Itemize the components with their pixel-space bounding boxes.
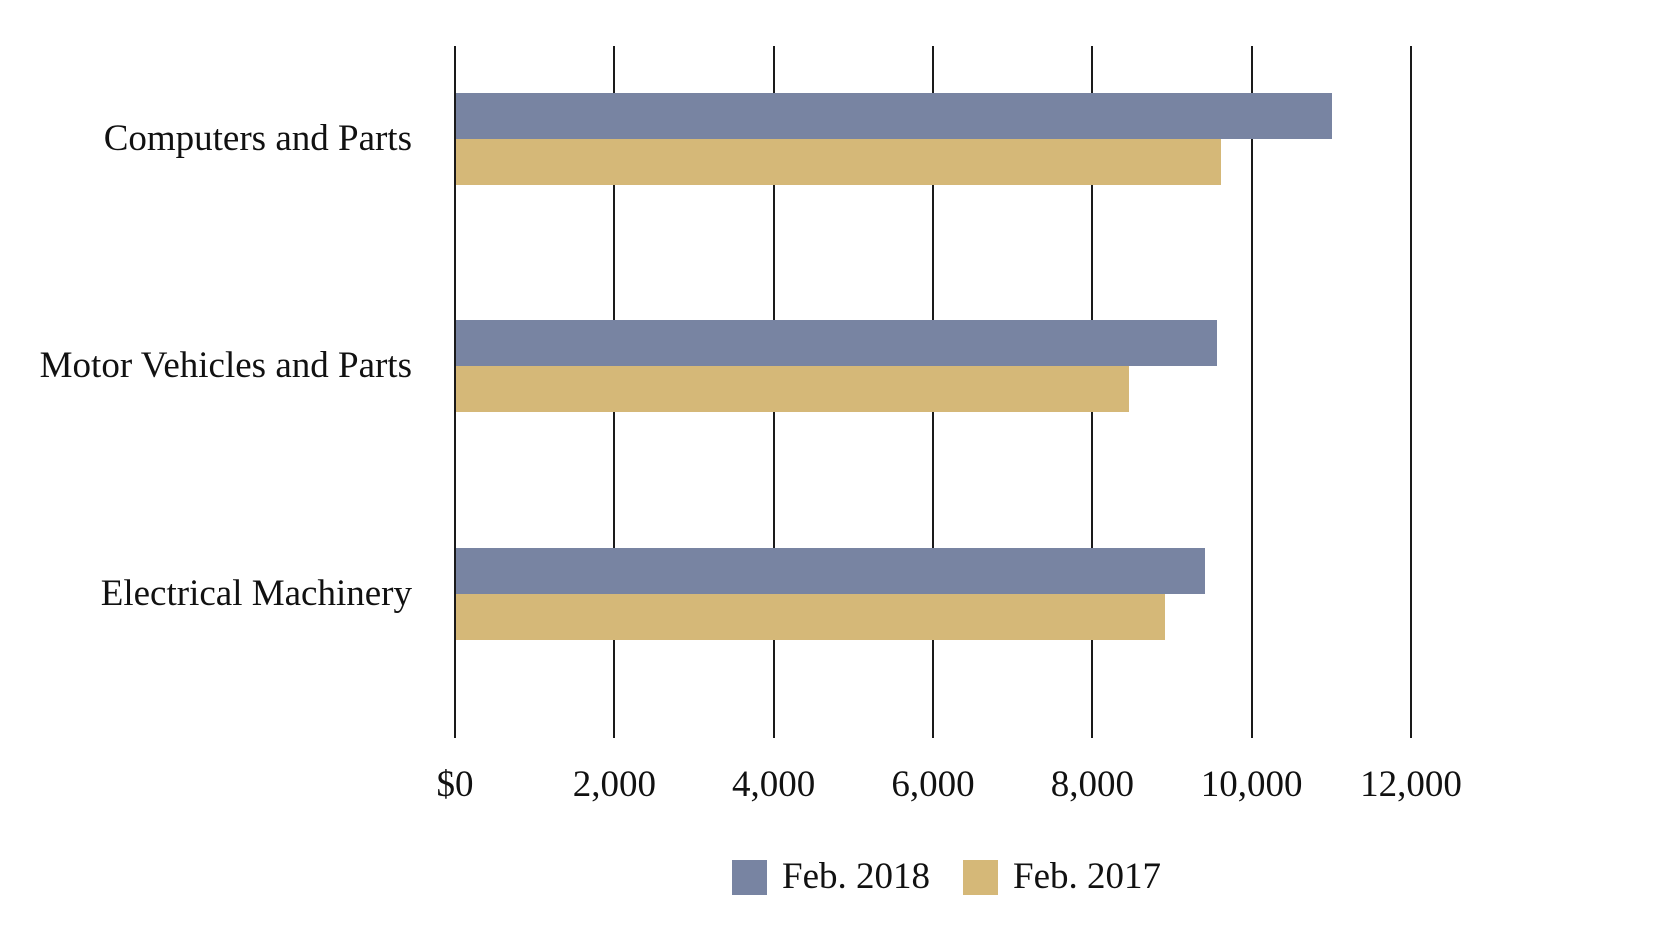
y-axis-line: [454, 46, 456, 738]
gridline: [1410, 46, 1412, 738]
legend-item-feb-2017: Feb. 2017: [963, 858, 1161, 896]
x-tick-label: $0: [436, 764, 474, 805]
x-tick-label: 12,000: [1360, 764, 1462, 805]
bar-feb-2018-computers-and-parts: [456, 93, 1332, 139]
x-tick-label: 10,000: [1200, 764, 1303, 805]
category-label-electrical-machinery: Electrical Machinery: [100, 573, 412, 614]
legend-label-feb-2017: Feb. 2017: [1013, 856, 1161, 897]
bar-feb-2017-electrical-machinery: [456, 594, 1165, 640]
bar-feb-2017-motor-vehicles-and-parts: [456, 366, 1129, 412]
category-label-computers-and-parts: Computers and Parts: [103, 118, 412, 159]
bar-feb-2017-computers-and-parts: [456, 139, 1221, 185]
legend-item-feb-2018: Feb. 2018: [732, 858, 930, 896]
bar-feb-2018-motor-vehicles-and-parts: [456, 320, 1217, 366]
legend-swatch-feb-2018: [732, 859, 767, 895]
legend: Feb. 2018 Feb. 2017: [732, 858, 1161, 896]
x-tick-label: 4,000: [732, 764, 816, 805]
bar-feb-2018-electrical-machinery: [456, 548, 1205, 594]
x-tick-label: 6,000: [891, 764, 975, 805]
legend-swatch-feb-2017: [963, 859, 998, 895]
x-tick-label: 2,000: [572, 764, 656, 805]
gridline: [1250, 46, 1253, 738]
x-tick-label: 8,000: [1050, 764, 1134, 805]
legend-label-feb-2018: Feb. 2018: [782, 856, 930, 897]
category-label-motor-vehicles-and-parts: Motor Vehicles and Parts: [39, 345, 412, 386]
